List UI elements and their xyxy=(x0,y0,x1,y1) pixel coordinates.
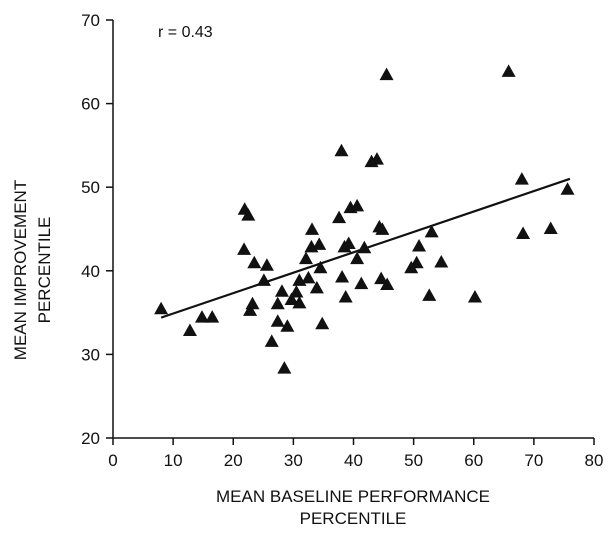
data-point-triangle xyxy=(516,226,531,240)
data-point-triangle xyxy=(341,236,356,250)
data-points xyxy=(154,64,575,374)
y-tick-label: 40 xyxy=(81,262,100,281)
data-point-triangle xyxy=(243,303,258,316)
y-tick-label: 20 xyxy=(81,429,100,448)
correlation-annotation: r = 0.43 xyxy=(158,24,213,41)
data-point-triangle xyxy=(284,292,299,306)
x-tick-label: 60 xyxy=(464,451,483,470)
data-point-triangle xyxy=(543,221,558,234)
data-point-triangle xyxy=(380,277,395,291)
data-point-triangle xyxy=(379,67,394,81)
data-point-triangle xyxy=(270,314,285,327)
data-point-triangle xyxy=(424,224,439,238)
data-point-triangle xyxy=(289,285,304,298)
data-point-triangle xyxy=(194,310,209,323)
data-point-triangle xyxy=(182,323,197,336)
data-point-triangle xyxy=(412,239,427,252)
data-point-triangle xyxy=(434,254,449,268)
x-axis-title-line-2: PERCENTILE xyxy=(300,509,407,528)
axes: 0 10 20 30 40 50 60 70 80 20 30 40 50 60 70 xyxy=(81,11,603,470)
data-point-triangle xyxy=(154,301,169,315)
data-point-triangle xyxy=(354,276,369,290)
data-point-triangle xyxy=(277,361,292,374)
data-point-triangle xyxy=(422,288,437,301)
data-point-triangle xyxy=(274,284,289,297)
data-point-triangle xyxy=(375,222,390,235)
y-tick-label: 60 xyxy=(81,95,100,114)
data-point-triangle xyxy=(259,258,274,271)
data-point-triangle xyxy=(560,182,575,195)
data-point-triangle xyxy=(301,270,316,284)
data-point-triangle xyxy=(264,334,279,347)
data-point-triangle xyxy=(312,237,327,250)
x-tick-label: 10 xyxy=(164,451,183,470)
data-point-triangle xyxy=(350,251,365,265)
data-point-triangle xyxy=(292,295,307,309)
data-point-triangle xyxy=(241,208,256,221)
data-point-triangle xyxy=(205,310,220,323)
y-tick-label: 50 xyxy=(81,178,100,197)
data-point-triangle xyxy=(467,290,482,303)
data-point-triangle xyxy=(334,143,349,157)
y-axis-title-line-2: PERCENTILE xyxy=(35,217,54,324)
x-tick-label: 40 xyxy=(344,451,363,470)
x-tick-label: 0 xyxy=(108,451,117,470)
data-point-triangle xyxy=(299,251,314,265)
data-point-triangle xyxy=(514,172,529,185)
data-point-triangle xyxy=(237,242,252,255)
data-point-triangle xyxy=(335,269,350,283)
data-point-triangle xyxy=(245,296,260,310)
data-point-triangle xyxy=(309,280,324,294)
data-point-triangle xyxy=(315,316,330,330)
x-axis-title-line-1: MEAN BASELINE PERFORMANCE xyxy=(216,487,490,506)
data-point-triangle xyxy=(357,240,372,254)
data-point-triangle xyxy=(313,260,328,274)
x-tick-label: 30 xyxy=(284,451,303,470)
data-point-triangle xyxy=(305,222,320,235)
data-point-triangle xyxy=(369,152,384,165)
data-point-triangle xyxy=(338,290,353,303)
y-tick-label: 30 xyxy=(81,345,100,364)
data-point-triangle xyxy=(332,210,347,224)
chart-labels: r = 0.43 MEAN BASELINE PERFORMANCE PERCE… xyxy=(11,24,490,528)
data-point-triangle xyxy=(247,255,262,269)
x-tick-label: 20 xyxy=(224,451,243,470)
x-tick-label: 70 xyxy=(524,451,543,470)
data-point-triangle xyxy=(270,296,285,310)
data-point-triangle xyxy=(374,271,389,285)
x-tick-label: 80 xyxy=(585,451,604,470)
y-tick-label: 70 xyxy=(81,11,100,30)
data-point-triangle xyxy=(350,198,365,212)
y-axis-title-line-1: MEAN IMPROVEMENT xyxy=(11,180,30,360)
data-point-triangle xyxy=(280,319,295,332)
x-tick-label: 50 xyxy=(404,451,423,470)
data-point-triangle xyxy=(501,64,516,77)
data-point-triangle xyxy=(409,255,424,269)
data-point-triangle xyxy=(256,273,271,286)
